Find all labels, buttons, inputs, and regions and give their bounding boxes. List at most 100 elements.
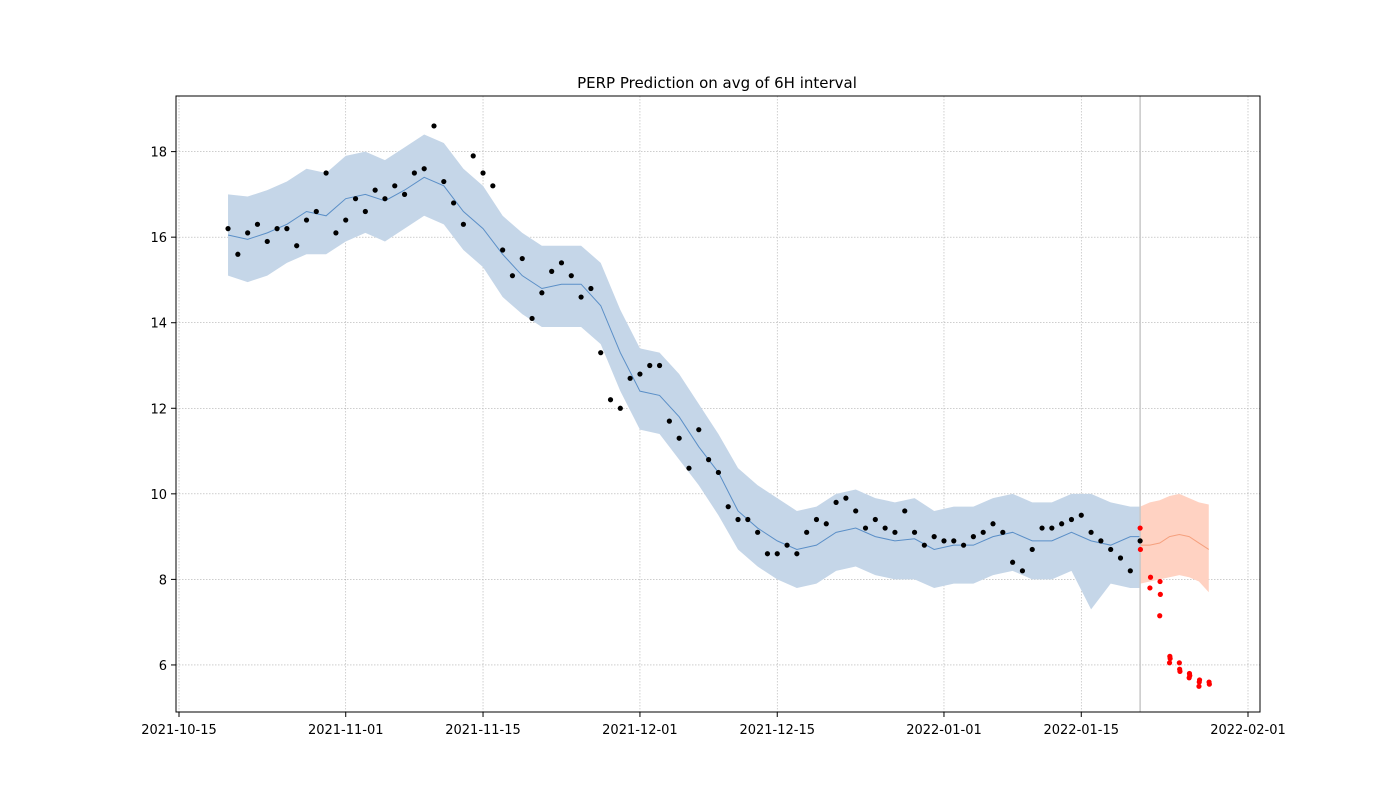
actual-after-split-point xyxy=(1196,677,1203,683)
observed-point xyxy=(382,196,388,202)
observed-point xyxy=(509,273,516,279)
observed-point xyxy=(549,268,555,274)
x-tick-label: 2021-11-01 xyxy=(308,723,384,738)
x-tick-label: 2022-01-01 xyxy=(906,723,982,738)
actual-after-split-point xyxy=(1167,655,1173,662)
observed-point xyxy=(284,226,290,232)
actual-after-split-point xyxy=(1137,525,1143,531)
actual-after-split-point xyxy=(1147,585,1153,591)
x-tick-label: 2022-01-15 xyxy=(1043,723,1119,738)
observed-point xyxy=(539,290,545,296)
observed-point xyxy=(274,226,280,232)
actual-after-split-point xyxy=(1157,591,1163,597)
observed-point xyxy=(1049,525,1055,531)
observed-point xyxy=(804,529,810,535)
observed-point xyxy=(921,542,927,548)
observed-point xyxy=(735,516,741,523)
observed-point xyxy=(303,217,310,223)
observed-point xyxy=(225,226,231,232)
observed-point xyxy=(323,170,329,176)
observed-point xyxy=(460,221,467,227)
observed-point xyxy=(755,529,761,535)
actual-after-split-point xyxy=(1206,681,1212,687)
observed-point xyxy=(980,529,986,535)
actual-after-split-point xyxy=(1157,578,1163,585)
observed-point xyxy=(1039,525,1045,531)
chart-title: PERP Prediction on avg of 6H interval xyxy=(577,74,857,92)
observed-point xyxy=(686,465,692,471)
actual-after-split-point xyxy=(1137,546,1144,553)
y-tick-label: 10 xyxy=(150,488,167,503)
observed-point xyxy=(235,251,241,257)
observed-point xyxy=(411,170,417,176)
x-tick-label: 2021-12-01 xyxy=(602,723,678,738)
observed-point xyxy=(362,208,368,215)
observed-point xyxy=(245,230,251,236)
observed-point xyxy=(696,427,702,433)
observed-point xyxy=(519,255,525,262)
forecast-uncertainty-band xyxy=(1140,493,1209,593)
observed-point xyxy=(725,504,731,510)
observed-point xyxy=(294,243,300,249)
observed-point xyxy=(1068,516,1075,523)
observed-point xyxy=(421,166,427,172)
actual-after-split-point xyxy=(1166,660,1173,666)
observed-point xyxy=(1098,538,1104,544)
observed-point xyxy=(941,538,947,544)
x-axis: 2021-10-15 2021-11-01 2021-11-15 2021-12-01… xyxy=(141,712,1286,738)
y-axis: 6 8 10 12 14 16 18 xyxy=(150,146,176,674)
observed-point xyxy=(862,525,869,531)
observed-point xyxy=(264,238,270,245)
observed-point xyxy=(960,542,967,548)
observed-point xyxy=(911,529,918,535)
x-tick-label: 2021-12-15 xyxy=(739,723,815,738)
y-tick-label: 18 xyxy=(150,146,167,161)
observed-point xyxy=(745,516,751,523)
observed-point xyxy=(853,508,859,514)
observed-point xyxy=(715,469,722,476)
x-tick-label: 2022-02-01 xyxy=(1210,723,1286,738)
y-tick-label: 16 xyxy=(150,231,167,246)
observed-point xyxy=(794,551,800,557)
observed-point xyxy=(558,260,565,266)
observed-point xyxy=(480,170,486,176)
observed-point xyxy=(784,542,790,548)
observed-point xyxy=(343,217,349,223)
observed-point xyxy=(705,457,712,463)
observed-point xyxy=(470,153,476,159)
observed-point xyxy=(872,516,878,523)
observed-point xyxy=(441,178,447,185)
observed-point xyxy=(1000,529,1006,535)
observed-point xyxy=(568,273,574,279)
actual-after-split-point xyxy=(1176,660,1182,666)
actual-after-split-point xyxy=(1177,668,1183,674)
uncertainty-bands xyxy=(228,134,1209,610)
observed-point xyxy=(598,350,604,356)
observed-point xyxy=(1088,529,1094,535)
x-tick-label: 2021-10-15 xyxy=(141,723,217,738)
observed-point xyxy=(833,499,839,505)
observed-point xyxy=(843,495,849,501)
observed-point xyxy=(431,123,437,129)
trend-lines xyxy=(227,96,1210,712)
observed-point xyxy=(823,521,829,527)
observed-point xyxy=(617,405,623,411)
observed-point xyxy=(647,362,653,369)
y-tick-label: 14 xyxy=(150,317,167,332)
observed-point xyxy=(607,397,614,403)
actual-after-split-point xyxy=(1147,574,1154,580)
observed-point xyxy=(627,375,633,381)
observed-point xyxy=(352,196,359,202)
observed-point xyxy=(931,534,937,540)
actual-after-split-point xyxy=(1196,683,1202,689)
history-trend-line xyxy=(227,176,1141,550)
observed-point xyxy=(970,534,976,540)
observed-point xyxy=(892,529,898,535)
observed-point xyxy=(637,371,643,377)
observed-point xyxy=(529,315,535,322)
history-uncertainty-band xyxy=(228,134,1141,610)
observed-point xyxy=(882,525,888,531)
actual-after-split-point xyxy=(1186,675,1192,681)
